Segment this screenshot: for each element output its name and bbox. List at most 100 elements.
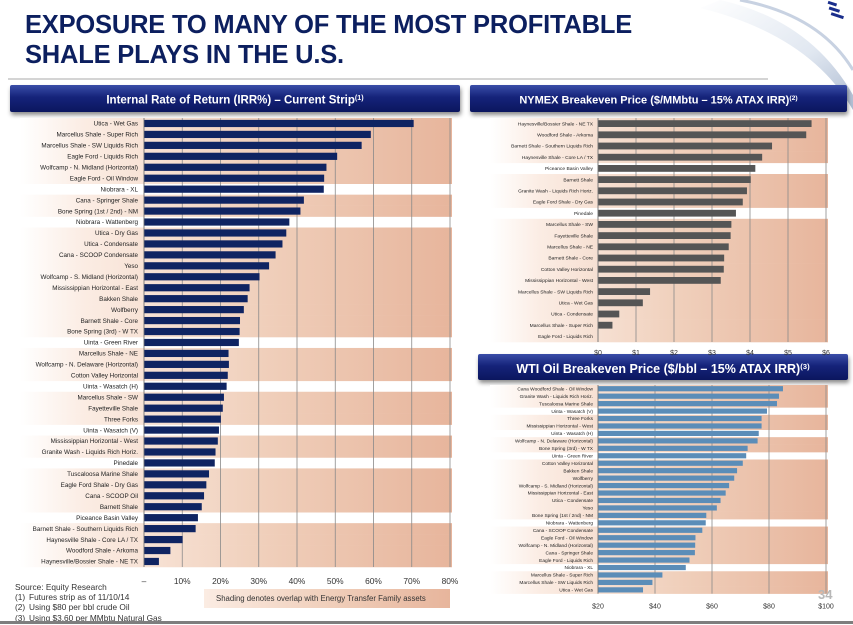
- bar: [598, 265, 724, 273]
- bar: [144, 492, 205, 500]
- category-label: Bakken Shale: [99, 296, 138, 303]
- x-tick-label: $4: [746, 350, 754, 357]
- category-label: Wolfcamp - N. Delaware (Horizontal): [515, 439, 593, 445]
- shaded-row: [20, 446, 452, 458]
- shaded-row: [490, 286, 828, 298]
- category-label: Granite Wash - Liquids Rich Horiz.: [42, 449, 139, 456]
- wti-chart-title: WTI Oil Breakeven Price ($/bbl – 15% ATA…: [516, 361, 801, 376]
- x-tick-label: $6: [822, 350, 830, 357]
- decorative-swoosh: [700, 0, 853, 110]
- shaded-row: [490, 319, 828, 332]
- category-label: Niobrara - Wattenberg: [76, 219, 139, 226]
- shaded-row: [20, 479, 452, 491]
- category-label: Barnett Shale - Southern Liquids Rich: [33, 526, 139, 533]
- bar: [598, 187, 747, 195]
- x-tick-label: 10%: [174, 576, 191, 586]
- chart-wti-bars: [598, 386, 783, 593]
- category-label: Eagle Ford - Liquids Rich: [539, 558, 593, 564]
- x-tick-label: 70%: [403, 576, 420, 586]
- category-label: Haynesville/Bossier Shale - NE TX: [518, 121, 594, 127]
- bar: [598, 587, 644, 593]
- chart-irr-category-labels: Utica - Wet Gas Marcellus Shale - Super R…: [33, 121, 139, 566]
- bar: [144, 306, 244, 314]
- bar: [144, 284, 250, 292]
- nymex-bar-chart: Haynesville/Bossier Shale - NE TX Woodfor…: [490, 118, 830, 357]
- category-label: Eagle Ford - Liquids Rich: [67, 154, 138, 161]
- bar: [144, 196, 304, 204]
- category-label: Piceance Basin Valley: [545, 166, 594, 172]
- bar: [144, 229, 287, 237]
- x-tick-label: $3: [708, 350, 716, 357]
- bar: [598, 198, 743, 206]
- bar: [144, 437, 218, 445]
- bar: [144, 415, 221, 423]
- category-label: Eagle Ford Shale - Dry Gas: [533, 200, 594, 206]
- shaded-row: [20, 545, 452, 557]
- bar: [598, 445, 748, 451]
- x-tick-label: $5: [784, 350, 792, 357]
- wti-chart-header: WTI Oil Breakeven Price ($/bbl – 15% ATA…: [478, 354, 848, 380]
- category-label: Haynesville Shale - Core LA / TX: [522, 155, 594, 161]
- category-label: Wolfcamp - S. Midland (Horizontal): [519, 483, 594, 489]
- company-logo-icon: [827, 0, 844, 20]
- category-label: Wolfcamp - N. Delaware (Horizontal): [36, 362, 138, 369]
- shaded-row: [20, 369, 452, 382]
- x-tick-label: 30%: [250, 576, 267, 586]
- category-label: Fayetteville Shale: [88, 405, 138, 412]
- footnote-2-number: (2): [15, 602, 26, 613]
- bar: [598, 288, 651, 295]
- category-label: Utica - Wet Gas: [559, 301, 594, 307]
- bar: [598, 254, 725, 262]
- bar: [598, 564, 686, 571]
- shaded-row: [20, 391, 452, 403]
- category-label: Marcellus Shale - SW Liquids Rich: [518, 289, 593, 295]
- chart-wti-tick-labels: $20 $40 $60 $80 $100: [592, 604, 834, 611]
- bar: [598, 453, 747, 459]
- bar: [598, 542, 696, 548]
- shading-legend: Shading denotes overlap with Energy Tran…: [204, 589, 450, 608]
- bar: [598, 497, 721, 504]
- category-label: Marcellus Shale - SW: [77, 394, 138, 401]
- bar: [144, 546, 171, 555]
- bar: [598, 321, 613, 329]
- category-label: Wolfcamp - N. Midland (Horizontal): [518, 543, 593, 549]
- category-label: Wolfberry: [111, 307, 139, 314]
- category-label: Marcellus Shale - SW: [546, 222, 593, 228]
- bar: [144, 349, 229, 358]
- category-label: Tuscaloosa Marine Shale: [67, 471, 138, 478]
- bar: [598, 243, 729, 251]
- bar: [144, 262, 270, 270]
- bar: [144, 503, 202, 511]
- category-label: Cana - SCOOP Condensate: [533, 528, 594, 534]
- footnote-3-number: (3): [15, 612, 26, 623]
- shaded-row: [490, 330, 828, 343]
- bar: [144, 273, 260, 281]
- category-label: Cotton Valley Horizontal: [541, 267, 593, 273]
- bar: [144, 316, 241, 325]
- category-label: Utica - Condensate: [84, 241, 138, 248]
- bar: [598, 430, 759, 437]
- wti-footnote-marker: (3): [800, 362, 810, 371]
- bar: [598, 468, 738, 474]
- category-label: Bone Spring (3rd) - W TX: [539, 446, 594, 452]
- x-tick-label: 80%: [442, 576, 459, 586]
- shaded-row: [20, 501, 452, 513]
- page-title: EXPOSURE TO MANY OF THE MOST PROFITABLE …: [25, 10, 632, 70]
- x-tick-label: 20%: [212, 576, 229, 586]
- bar: [144, 393, 224, 401]
- chart-nymex-shading: [490, 118, 828, 343]
- category-label: Cana Woodford Shale - Oil Window: [517, 386, 593, 392]
- bar: [144, 141, 362, 149]
- x-tick-label: $40: [649, 604, 661, 611]
- category-label: Mississippian Horizontal - West: [51, 438, 139, 445]
- x-tick-label: $100: [818, 604, 834, 611]
- category-label: Piceance Basin Valley: [76, 515, 139, 522]
- x-tick-label: $80: [763, 604, 775, 611]
- chart-wti-category-labels: Cana Woodford Shale - Oil Window Granite …: [515, 386, 594, 593]
- category-label: Pinedale: [574, 211, 593, 217]
- category-label: Niobrara - XL: [564, 565, 593, 571]
- bar: [598, 310, 620, 318]
- bar: [144, 152, 338, 160]
- chart-nymex-tick-labels: $0 $1 $2 $3 $4 $5 $6: [594, 350, 830, 357]
- bar: [598, 460, 743, 466]
